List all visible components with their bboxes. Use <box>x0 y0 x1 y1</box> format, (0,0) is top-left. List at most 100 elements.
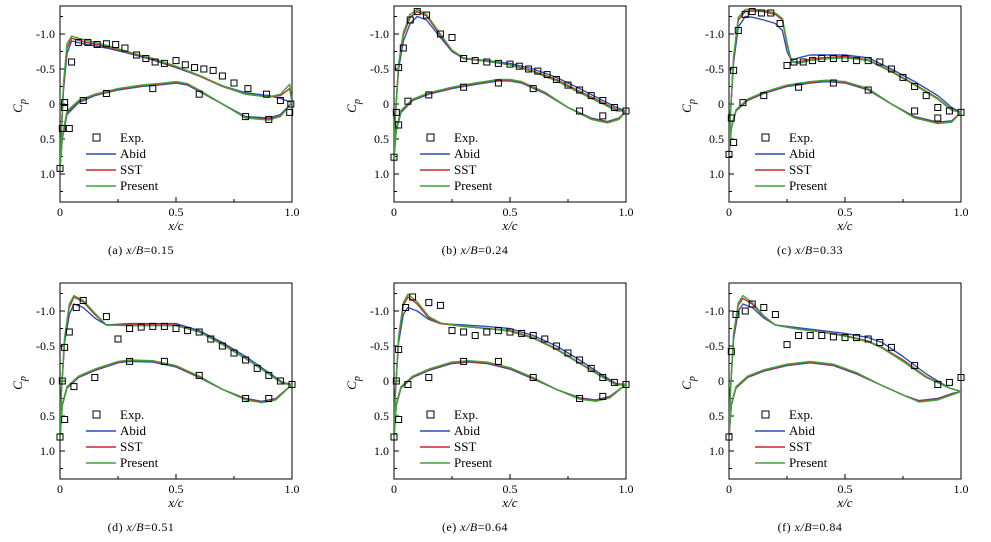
exp-point <box>552 76 560 83</box>
exp-point <box>395 64 403 72</box>
exp-point <box>436 301 444 309</box>
exp-point <box>151 58 159 66</box>
exp-point <box>68 58 76 66</box>
y-axis-label: Cp <box>10 376 29 390</box>
exp-point <box>436 30 444 38</box>
exp-point <box>564 81 572 89</box>
y-tick-label: -1.0 <box>36 304 55 318</box>
exp-point <box>853 57 861 65</box>
exp-point <box>529 332 537 339</box>
y-tick-label: -1.0 <box>705 304 724 318</box>
x-tick-label: 0 <box>57 482 63 496</box>
exp-point <box>286 108 294 116</box>
exp-point <box>732 311 740 318</box>
exp-point <box>599 97 607 104</box>
y-tick-label: -0.5 <box>705 339 724 353</box>
legend-present-label: Present <box>454 178 493 193</box>
exp-point <box>748 8 756 16</box>
y-tick-label: 0.5 <box>40 132 55 146</box>
legend-abid-label: Abid <box>454 423 481 438</box>
exp-point <box>727 348 735 356</box>
x-tick-label: 0 <box>391 205 397 219</box>
exp-point <box>541 335 549 343</box>
exp-point <box>172 325 180 332</box>
exp-point <box>390 433 398 441</box>
y-tick-label: -1.0 <box>36 27 55 41</box>
y-axis-label: Cp <box>679 99 698 113</box>
exp-point <box>58 377 66 385</box>
y-tick-label: 1.0 <box>40 444 55 458</box>
exp-point <box>795 332 803 339</box>
exp-point <box>576 107 584 115</box>
abid-lower-line <box>60 360 292 438</box>
exp-point <box>242 356 250 364</box>
panel-caption: (c) x/B=0.33 <box>777 243 843 257</box>
exp-point <box>160 322 168 330</box>
exp-point <box>207 335 215 343</box>
legend-abid-label: Abid <box>120 423 147 438</box>
y-tick-label: 0 <box>49 97 55 111</box>
exp-point <box>587 364 595 372</box>
y-tick-label: -0.5 <box>705 62 724 76</box>
legend-sst-label: SST <box>120 439 142 454</box>
exp-point <box>65 328 73 336</box>
exp-point <box>564 349 572 357</box>
exp-point <box>65 125 73 132</box>
exp-point <box>142 55 150 62</box>
exp-point <box>876 58 884 66</box>
legend-exp-label: Exp. <box>454 407 478 422</box>
panel-caption: (b) x/B=0.24 <box>442 243 509 257</box>
legend-exp-marker <box>92 410 101 419</box>
exp-point <box>576 86 584 94</box>
exp-point <box>79 97 87 104</box>
y-axis-label: Cp <box>344 376 363 390</box>
exp-point <box>395 416 403 423</box>
exp-point <box>864 335 872 343</box>
legend-sst-label: SST <box>789 162 811 177</box>
legend-exp-label: Exp. <box>789 407 813 422</box>
y-tick-label: -1.0 <box>370 27 389 41</box>
exp-point <box>587 92 595 100</box>
panel-caption: (a) x/B=0.15 <box>108 243 174 257</box>
exp-point <box>783 62 791 69</box>
exp-point <box>149 322 157 330</box>
x-tick-label: 0 <box>391 482 397 496</box>
exp-point <box>242 113 250 121</box>
exp-point <box>126 357 134 365</box>
exp-point <box>576 395 584 402</box>
exp-point <box>230 349 238 357</box>
exp-point <box>760 304 768 311</box>
exp-point <box>945 378 953 386</box>
exp-point <box>218 72 226 80</box>
exp-point <box>195 90 203 98</box>
exp-point <box>61 99 69 107</box>
legend-present-label: Present <box>454 455 493 470</box>
y-tick-label: -0.5 <box>36 339 55 353</box>
exp-point <box>126 325 134 332</box>
panel-b: -1.0 -0.5 0 0.5 1.0 0 0.5 1.0 x/c Cp Exp.AbidSSTPr… <box>344 5 634 257</box>
exp-point <box>460 83 468 91</box>
y-tick-label: -0.5 <box>370 62 389 76</box>
exp-point <box>402 304 410 311</box>
x-axis-label: x/c <box>167 218 183 233</box>
exp-point <box>287 100 295 108</box>
x-axis-label: x/c <box>167 495 183 510</box>
exp-point <box>911 362 919 370</box>
exp-point <box>392 108 400 116</box>
legend-abid-label: Abid <box>789 146 816 161</box>
exp-point <box>392 377 400 385</box>
exp-point <box>829 333 837 341</box>
exp-point <box>181 61 189 69</box>
legend-abid-label: Abid <box>454 146 481 161</box>
exp-point <box>230 79 238 87</box>
exp-point <box>61 104 69 111</box>
legend-exp-marker <box>761 410 770 419</box>
exp-point <box>725 150 733 158</box>
exp-point <box>922 92 930 100</box>
exp-point <box>795 83 803 91</box>
abid-upper-line <box>60 40 292 170</box>
exp-point <box>725 433 733 441</box>
exp-point <box>425 299 433 307</box>
